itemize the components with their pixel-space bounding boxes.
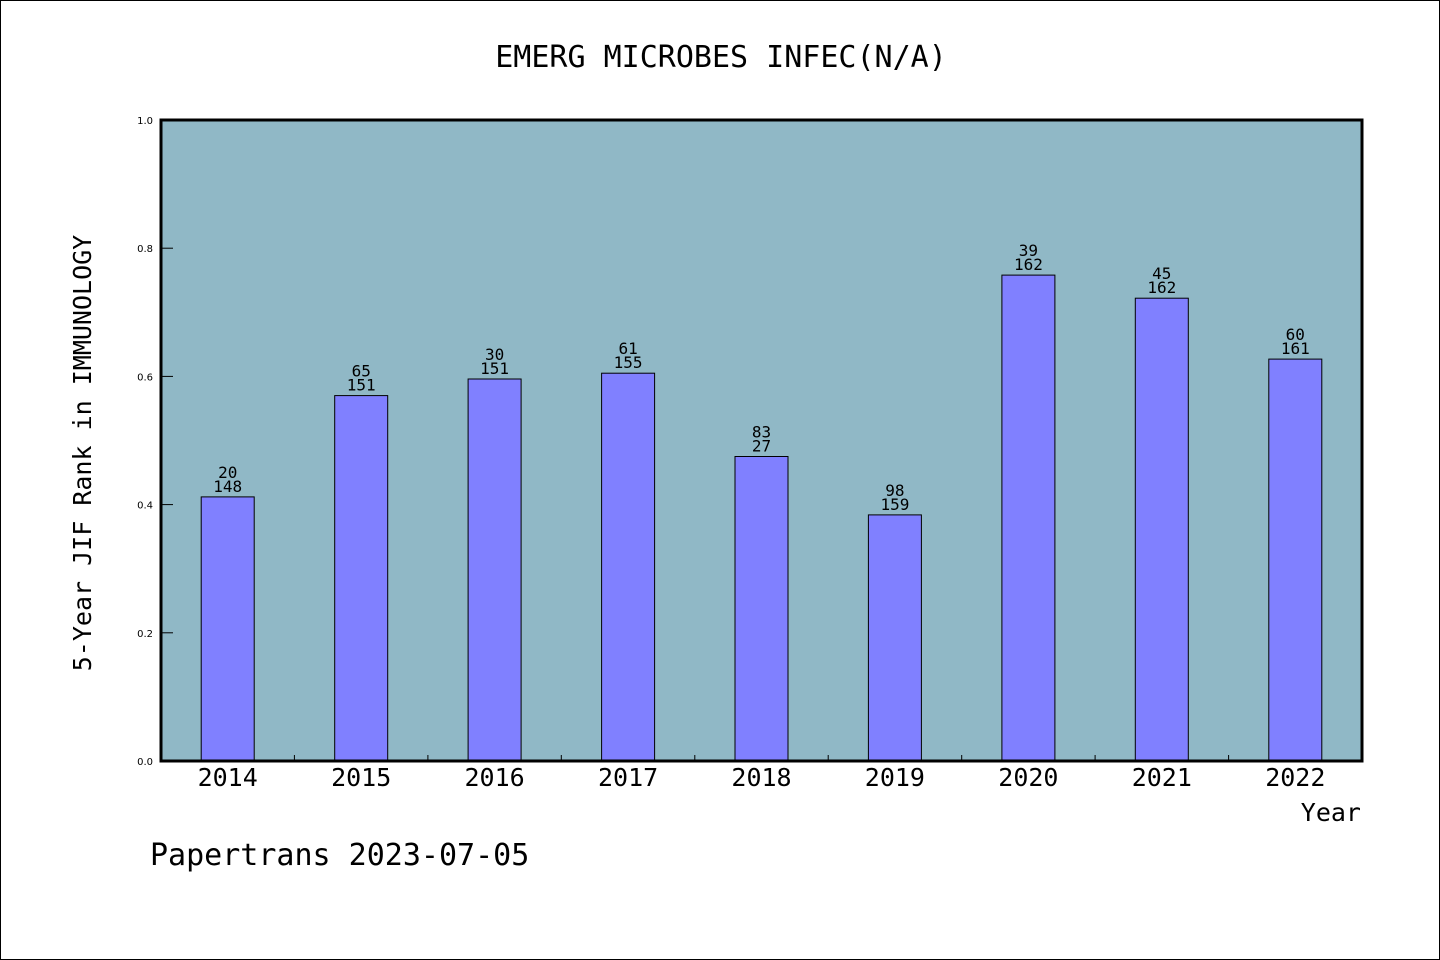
- bar-2014: [200, 496, 255, 762]
- y-tick-label: 0.8: [137, 244, 153, 255]
- footer-source-date: Papertrans 2023-07-05: [150, 838, 529, 873]
- bar-rank-label: 30: [485, 345, 504, 364]
- bar-total-label: 159: [880, 495, 909, 514]
- bar-rank-label: 60: [1286, 325, 1305, 344]
- bar-rank-label: 20: [218, 463, 237, 482]
- bar-2022: [1268, 358, 1323, 762]
- x-tick-label: 2019: [865, 763, 925, 792]
- x-tick-label: 2022: [1265, 763, 1325, 792]
- bar-total-label: 148: [213, 477, 242, 496]
- y-axis-label: 5-Year JIF Rank in IMMUNOLOGY: [68, 235, 97, 672]
- x-tick-label: 2021: [1132, 763, 1192, 792]
- x-tick-label: 2015: [331, 763, 391, 792]
- bar-2018: [734, 456, 789, 762]
- bar-2019: [867, 514, 922, 762]
- bar-rank-label: 61: [618, 339, 637, 358]
- x-tick-label: 2018: [731, 763, 791, 792]
- y-tick-label: 0.4: [137, 501, 153, 512]
- bar-2021: [1134, 297, 1189, 762]
- x-tick-label: 2017: [598, 763, 658, 792]
- bar-rank-label: 65: [352, 362, 371, 381]
- bar-total-label: 161: [1281, 339, 1310, 358]
- y-tick-label: 0.2: [137, 629, 153, 640]
- y-tick-label: 1.0: [137, 116, 153, 127]
- bar-rank-label: 45: [1152, 264, 1171, 283]
- bar-rank-label: 83: [752, 423, 771, 442]
- bar-rank-label: 98: [885, 481, 904, 500]
- bar-2017: [601, 372, 656, 762]
- bar-2016: [467, 378, 522, 762]
- y-tick-label: 0.6: [137, 372, 153, 383]
- plot-border: [159, 118, 1364, 763]
- x-tick-label: 2020: [998, 763, 1058, 792]
- bar-total-label: 155: [614, 353, 643, 372]
- x-tick-label: 2016: [464, 763, 524, 792]
- bar-2015: [334, 395, 389, 762]
- chart-title: EMERG MICROBES INFEC(N/A): [495, 40, 947, 75]
- bar-total-label: 151: [480, 359, 509, 378]
- bar-total-label: 27: [752, 437, 771, 456]
- bar-2020: [1001, 274, 1056, 762]
- x-axis-label: Year: [1301, 798, 1361, 827]
- y-tick-label: 0.0: [137, 757, 153, 768]
- bar-total-label: 151: [347, 376, 376, 395]
- bar-total-label: 162: [1147, 278, 1176, 297]
- bar-total-label: 162: [1014, 255, 1043, 274]
- bar-rank-label: 39: [1019, 241, 1038, 260]
- x-tick-label: 2014: [198, 763, 258, 792]
